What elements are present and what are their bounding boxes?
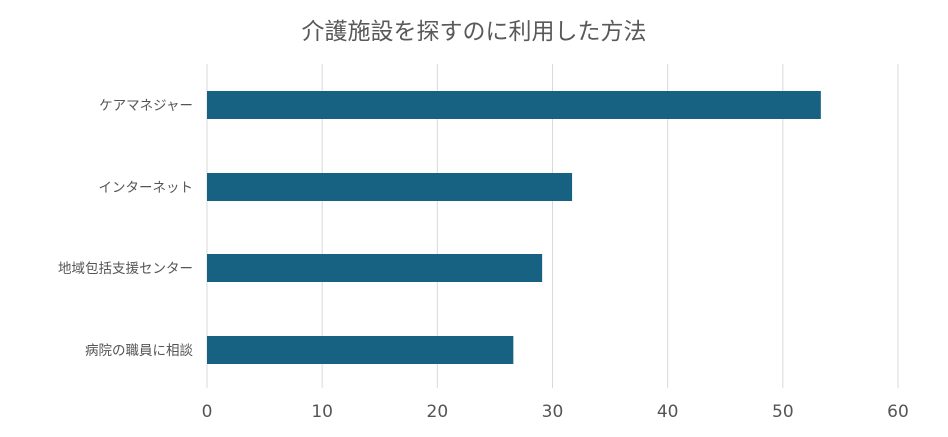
bar	[207, 254, 543, 282]
x-tick-label: 60	[887, 402, 909, 422]
x-tick-label: 40	[657, 402, 679, 422]
x-tick-label: 20	[427, 402, 449, 422]
category-label: ケアマネジャー	[99, 98, 193, 114]
chart-title: 介護施設を探すのに利用した方法	[301, 19, 647, 45]
category-label: 地域包括支援センター	[58, 261, 193, 277]
bar	[207, 91, 821, 119]
bar	[207, 336, 514, 364]
category-label: インターネット	[99, 180, 194, 196]
bar	[207, 173, 573, 201]
x-tick-label: 10	[311, 402, 333, 422]
x-tick-label: 30	[542, 402, 564, 422]
x-tick-label: 50	[772, 402, 794, 422]
x-tick-label: 0	[202, 402, 213, 422]
x-axis-tick-labels: 0 10 20 30 40 50 60	[202, 402, 909, 422]
category-label: 病院の職員に相談	[85, 343, 193, 359]
bars	[207, 91, 821, 364]
